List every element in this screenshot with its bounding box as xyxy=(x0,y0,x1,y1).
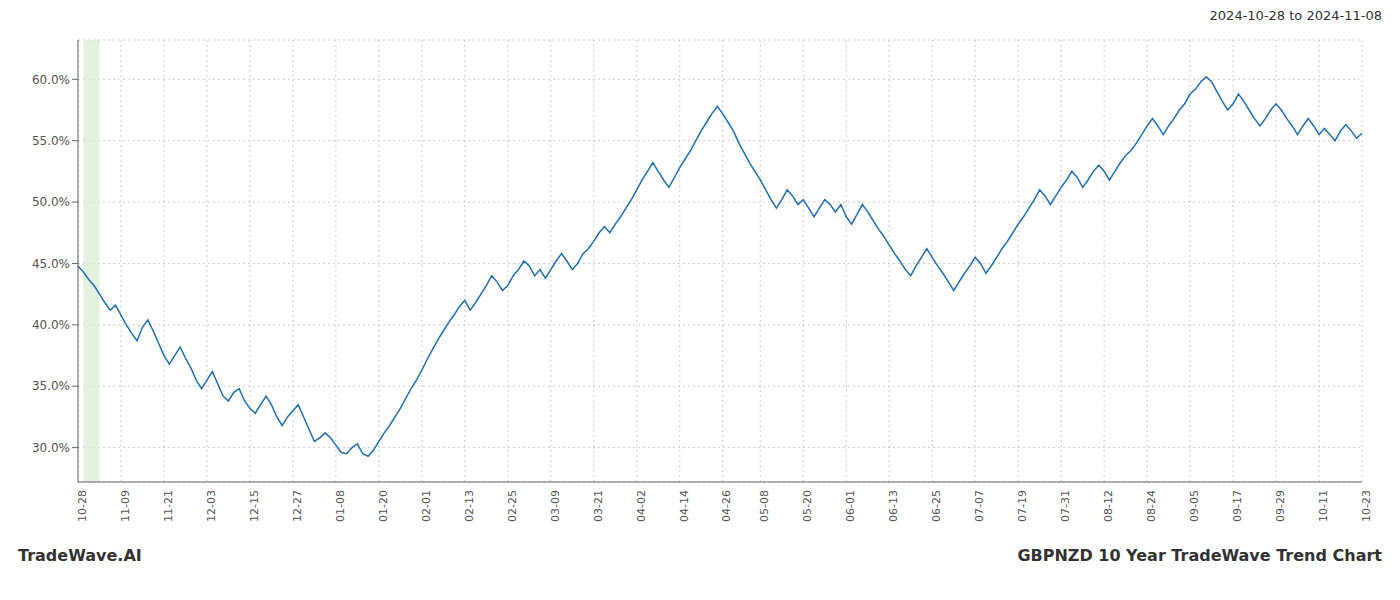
svg-text:10-23: 10-23 xyxy=(1360,490,1373,522)
svg-text:40.0%: 40.0% xyxy=(32,318,70,332)
svg-text:09-29: 09-29 xyxy=(1274,490,1287,522)
svg-text:05-20: 05-20 xyxy=(801,490,814,522)
svg-text:05-08: 05-08 xyxy=(758,490,771,522)
svg-text:55.0%: 55.0% xyxy=(32,134,70,148)
html-text:GBPNZD 10 Year TradeWave Trend: GBPNZD 10 Year TradeWave Trend Chart xyxy=(1017,546,1382,565)
svg-text:06-13: 06-13 xyxy=(887,490,900,522)
svg-text:02-25: 02-25 xyxy=(506,490,519,522)
svg-text:04-26: 04-26 xyxy=(720,490,733,522)
svg-text:07-31: 07-31 xyxy=(1059,490,1072,522)
svg-text:02-01: 02-01 xyxy=(420,490,433,522)
svg-text:03-09: 03-09 xyxy=(549,490,562,522)
svg-text:30.0%: 30.0% xyxy=(32,441,70,455)
svg-text:06-01: 06-01 xyxy=(844,490,857,522)
svg-text:01-20: 01-20 xyxy=(377,490,390,522)
svg-text:09-17: 09-17 xyxy=(1231,490,1244,522)
svg-text:04-02: 04-02 xyxy=(635,490,648,522)
svg-text:11-21: 11-21 xyxy=(162,490,175,522)
svg-text:35.0%: 35.0% xyxy=(32,379,70,393)
svg-text:12-27: 12-27 xyxy=(291,490,304,522)
svg-text:45.0%: 45.0% xyxy=(32,257,70,271)
svg-text:04-14: 04-14 xyxy=(678,490,691,522)
svg-text:07-07: 07-07 xyxy=(973,490,986,522)
svg-text:08-24: 08-24 xyxy=(1145,490,1158,522)
svg-text:01-08: 01-08 xyxy=(334,490,347,522)
html-text:2024-10-28 to 2024-11-08: 2024-10-28 to 2024-11-08 xyxy=(1209,8,1382,23)
svg-text:50.0%: 50.0% xyxy=(32,195,70,209)
svg-text:11-09: 11-09 xyxy=(119,490,132,522)
svg-text:02-13: 02-13 xyxy=(463,490,476,522)
svg-text:60.0%: 60.0% xyxy=(32,73,70,87)
svg-text:09-05: 09-05 xyxy=(1188,490,1201,522)
svg-text:07-19: 07-19 xyxy=(1016,490,1029,522)
svg-text:10-28: 10-28 xyxy=(76,490,89,522)
svg-text:12-15: 12-15 xyxy=(248,490,261,522)
svg-text:12-03: 12-03 xyxy=(205,490,218,522)
html-text:TradeWave.AI: TradeWave.AI xyxy=(18,546,142,565)
svg-text:06-25: 06-25 xyxy=(930,490,943,522)
svg-text:08-12: 08-12 xyxy=(1102,490,1115,522)
svg-text:03-21: 03-21 xyxy=(592,490,605,522)
svg-text:10-11: 10-11 xyxy=(1317,490,1330,522)
